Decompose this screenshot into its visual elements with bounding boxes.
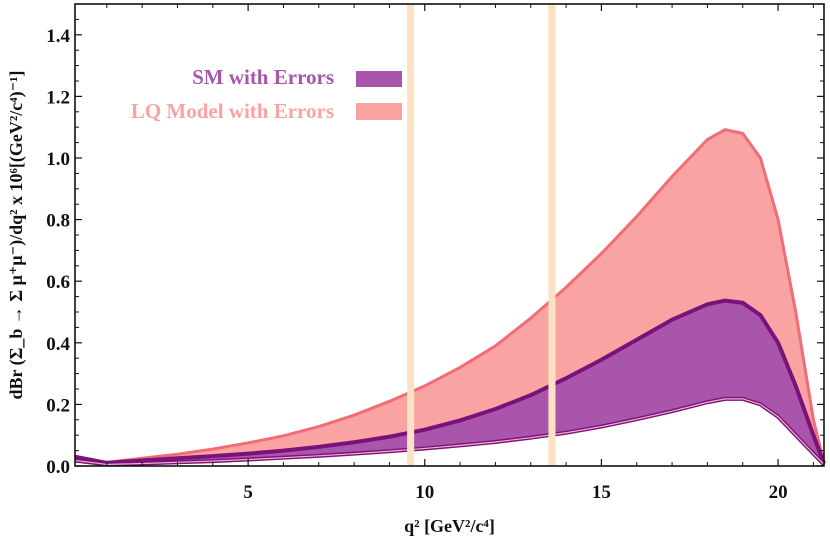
vertical-bands bbox=[407, 4, 556, 466]
band-lower-edge-inner bbox=[74, 398, 825, 466]
lq-legend-swatch bbox=[356, 103, 402, 120]
y-tick-label: 0.8 bbox=[46, 211, 70, 232]
x-tick-label: 15 bbox=[592, 482, 611, 503]
y-tick-label: 0.6 bbox=[46, 272, 70, 293]
legend: SM with Errors LQ Model with Errors bbox=[131, 65, 402, 123]
y-tick-label: 1.4 bbox=[46, 26, 70, 47]
sm-legend-swatch bbox=[356, 71, 402, 87]
axis-ticks: 5 10 15 20 0.0 0.2 0.4 0.6 0.8 1.0 1.2 1.4 bbox=[46, 4, 824, 503]
y-tick-label: 0.2 bbox=[46, 395, 70, 416]
x-axis-label: q² [GeV²/c⁴] bbox=[404, 516, 495, 536]
y-tick-label: 0.0 bbox=[46, 457, 70, 478]
plot-area bbox=[74, 128, 826, 467]
x-tick-label: 20 bbox=[769, 482, 788, 503]
sm-band-upper-edge bbox=[74, 298, 826, 465]
lq-legend-label: LQ Model with Errors bbox=[131, 99, 334, 123]
lq-band-upper-edge bbox=[74, 128, 826, 464]
vertical-band-2 bbox=[548, 4, 556, 466]
x-tick-label: 10 bbox=[415, 482, 434, 503]
lq-band-area bbox=[75, 129, 824, 465]
x-tick-label: 5 bbox=[243, 482, 253, 503]
sm-legend-label: SM with Errors bbox=[192, 65, 334, 89]
y-tick-label: 1.0 bbox=[46, 149, 70, 170]
y-tick-label: 0.4 bbox=[46, 334, 70, 355]
vertical-band-1 bbox=[407, 4, 415, 466]
y-axis-label: dBr (Σ_b → Σ μ⁺μ⁻)/dq² x 10⁶[(GeV²/c⁴)⁻¹… bbox=[6, 70, 27, 399]
y-tick-label: 1.2 bbox=[46, 87, 70, 108]
